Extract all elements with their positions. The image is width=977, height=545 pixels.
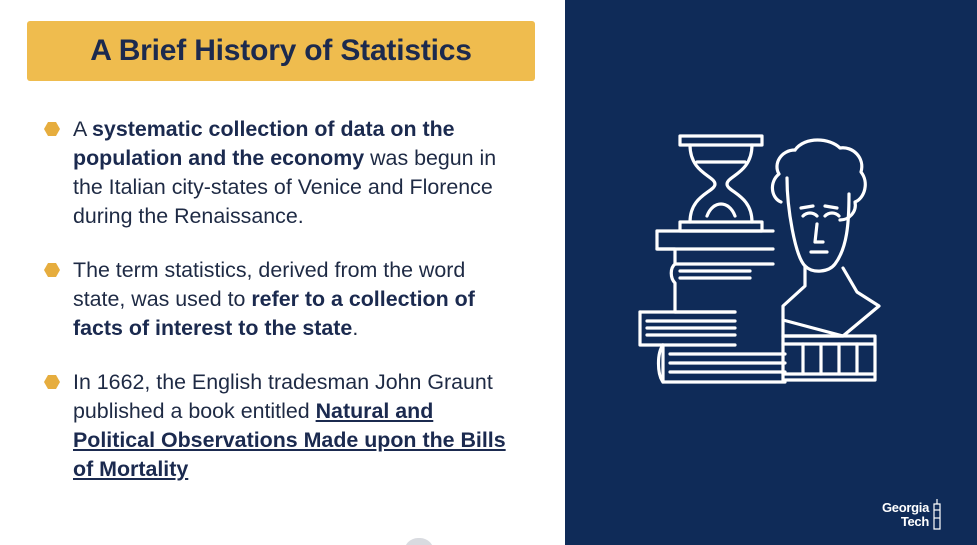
bullet-text: In 1662, the English tradesman John Grau… <box>73 370 493 423</box>
bullet-text: The term statistics, derived from the wo… <box>73 258 466 311</box>
slide-title: A Brief History of Statistics <box>90 34 472 67</box>
hexagon-bullet-icon <box>44 122 60 136</box>
bullet-list: A systematic collection of data on the p… <box>44 115 514 484</box>
bullet-text: was begun in the Italian city-states of … <box>73 146 497 228</box>
book-title-link[interactable]: Natural and Political Observations Made … <box>73 399 506 481</box>
bullet-item-3: In 1662, the English tradesman John Grau… <box>44 368 514 484</box>
cursor-overlay <box>404 538 434 545</box>
history-books-hourglass-bust-icon <box>638 134 881 384</box>
georgia-tech-logo: Georgia Tech <box>859 497 949 533</box>
illustration-panel: Georgia Tech <box>565 0 977 545</box>
bullet-text: A <box>73 117 93 141</box>
bullet-bold-text: refer to a collection of facts of intere… <box>73 287 475 340</box>
bullet-item-2: The term statistics, derived from the wo… <box>44 256 514 343</box>
logo-line-2: Tech <box>900 514 929 529</box>
bullet-bold-text: systematic collection of data on the pop… <box>73 117 455 170</box>
bullet-item-1: A systematic collection of data on the p… <box>44 115 514 231</box>
title-bar: A Brief History of Statistics <box>27 21 535 81</box>
logo-line-1: Georgia <box>881 500 929 515</box>
hexagon-bullet-icon <box>44 263 60 277</box>
hexagon-bullet-icon <box>44 375 60 389</box>
tower-icon <box>933 499 941 530</box>
bullet-text: . <box>352 316 359 340</box>
